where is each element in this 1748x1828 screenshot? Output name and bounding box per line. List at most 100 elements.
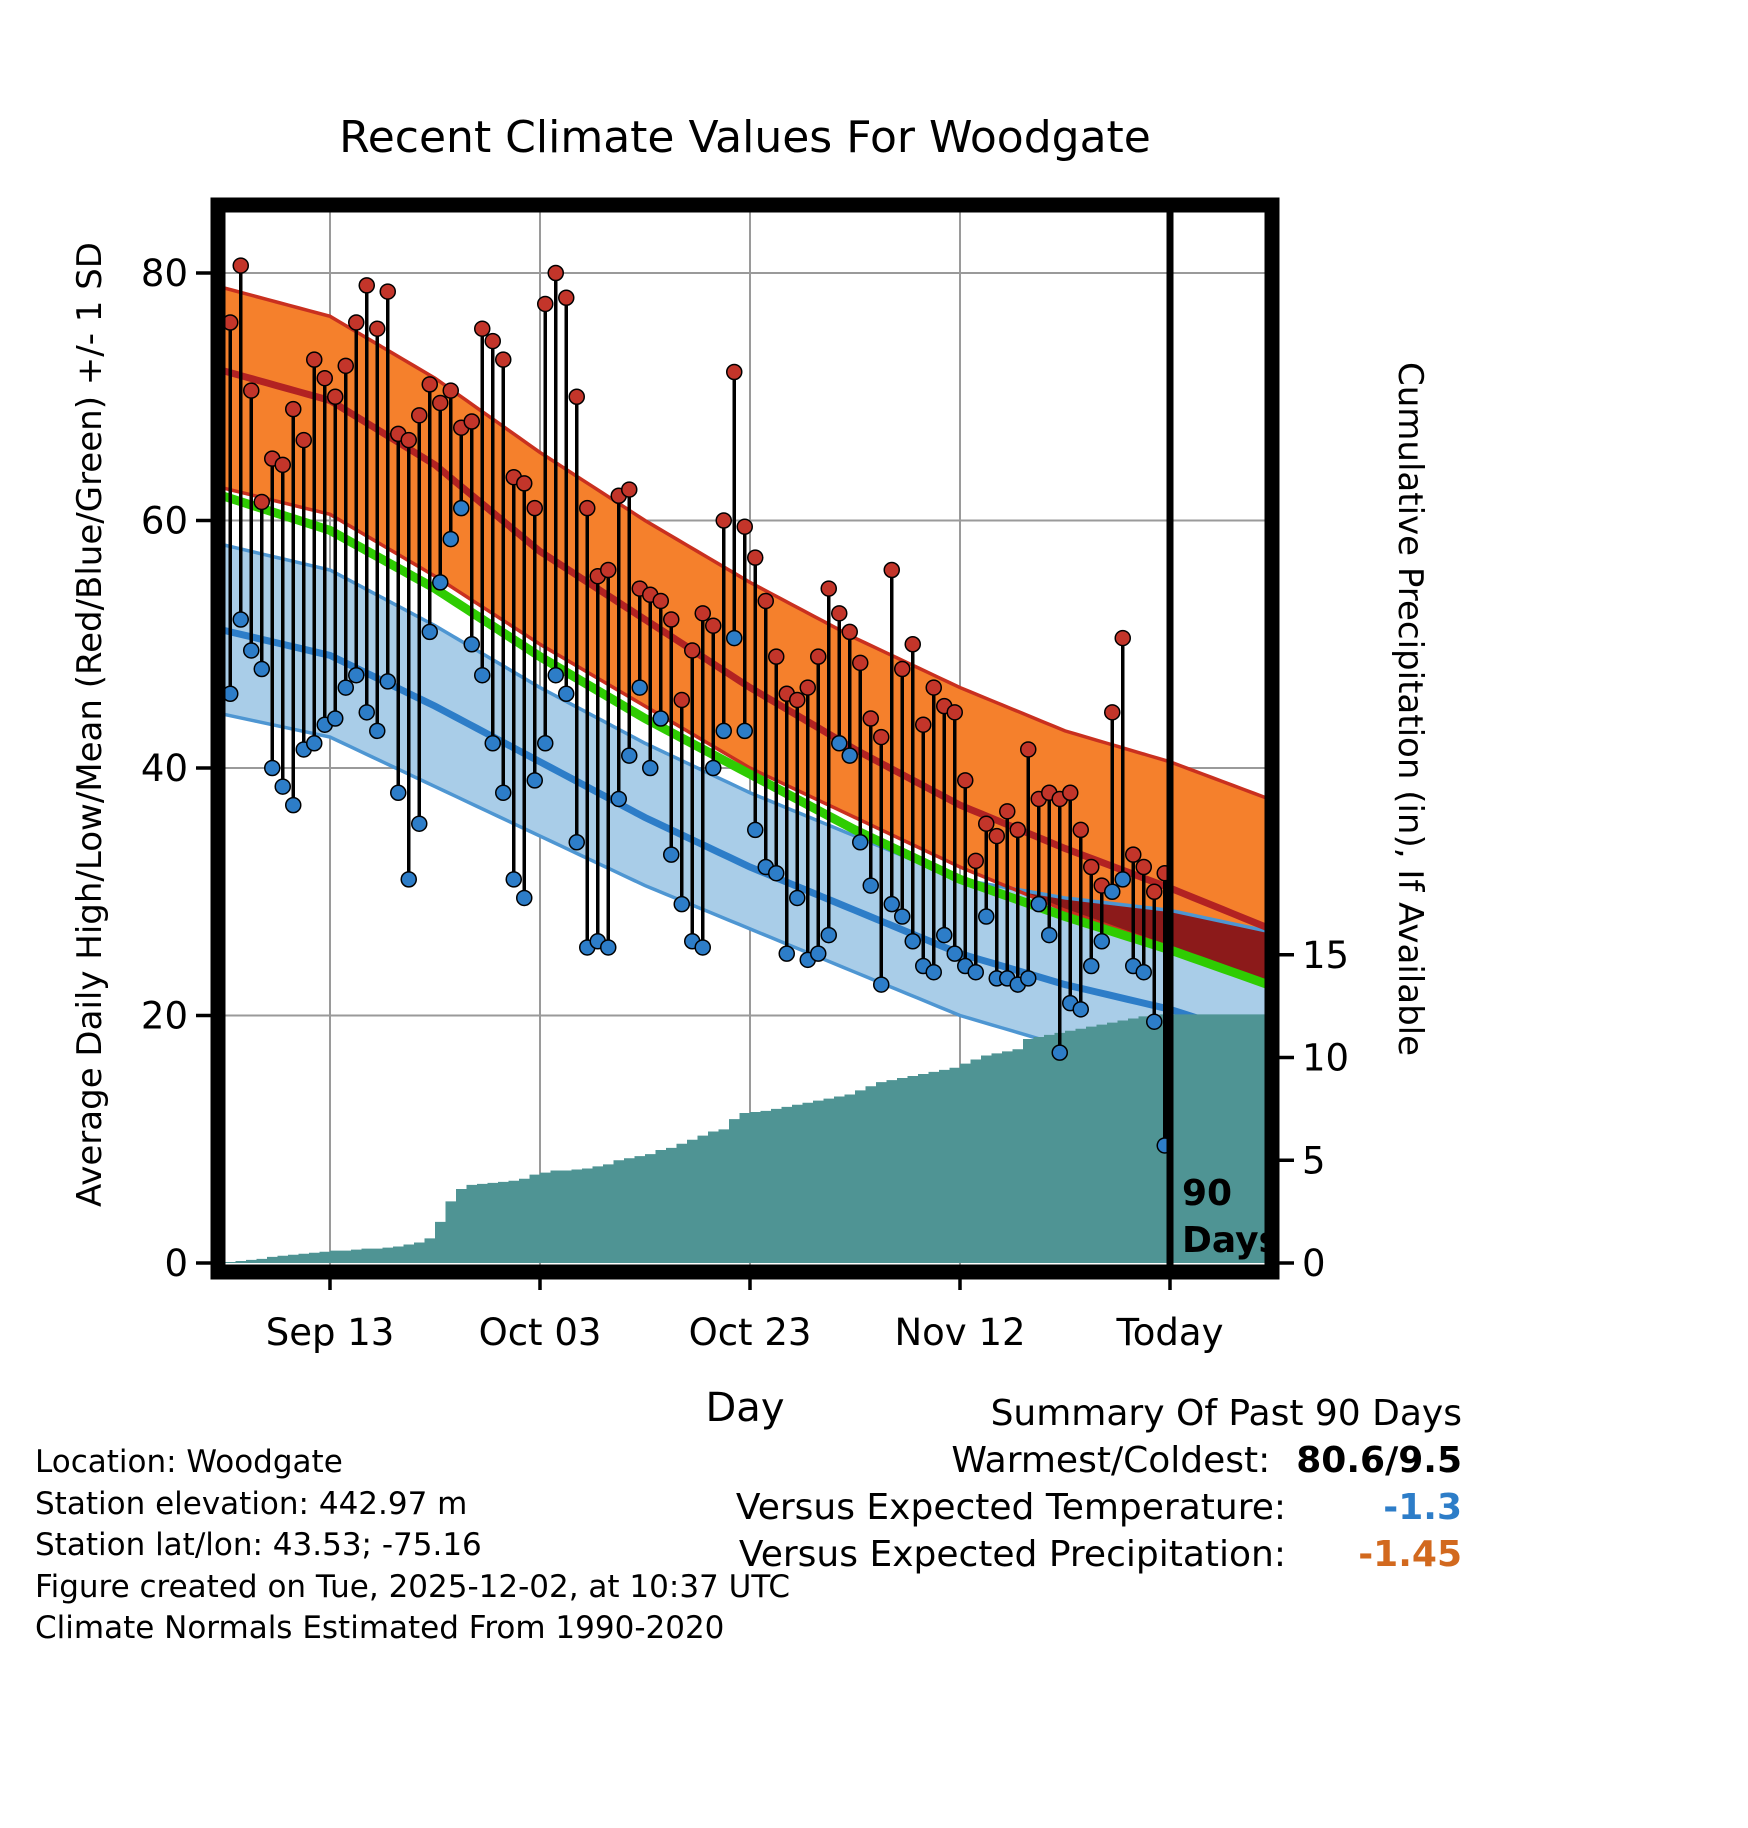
station-info: Location: Woodgate Station elevation: 44…	[35, 1442, 790, 1650]
daily-high-dot	[715, 512, 732, 529]
daily-high-dot	[243, 382, 260, 399]
daily-low-dot	[1146, 1013, 1163, 1030]
daily-low-dot	[484, 735, 501, 752]
daily-high-dot	[978, 815, 995, 832]
daily-high-dot	[831, 605, 848, 622]
daily-low-dot	[369, 722, 386, 740]
daily-high-dot	[306, 351, 323, 368]
daily-high-dot	[358, 277, 375, 294]
daily-low-dot	[642, 759, 659, 777]
daily-high-dot	[663, 611, 680, 628]
daily-high-dot	[925, 679, 942, 696]
daily-low-dot	[1093, 933, 1110, 950]
daily-low-dot	[747, 821, 764, 839]
summary-value: -1.3	[1383, 1487, 1462, 1528]
daily-high-dot	[432, 394, 449, 412]
daily-high-dot	[736, 518, 753, 535]
daily-high-dot	[1009, 821, 1026, 839]
daily-low-dot	[264, 759, 281, 777]
daily-high-dot	[411, 407, 428, 424]
summary-label: Versus Expected Temperature:	[735, 1487, 1286, 1528]
daily-high-dot	[274, 456, 291, 474]
daily-low-dot	[1114, 871, 1131, 888]
daily-high-dot	[747, 549, 764, 566]
daily-high-dot	[810, 648, 827, 665]
daily-high-dot	[852, 654, 869, 672]
daily-low-dot	[768, 864, 785, 882]
daily-high-dot	[684, 642, 701, 659]
daily-low-dot	[537, 735, 554, 752]
daily-low-dot	[243, 642, 260, 659]
daily-low-dot	[726, 629, 743, 647]
daily-low-dot	[673, 895, 690, 913]
daily-low-dot	[736, 722, 753, 740]
daily-low-dot	[526, 772, 543, 789]
daily-low-dot	[1083, 957, 1100, 975]
daily-high-dot	[558, 289, 575, 306]
low-band-upper-edge	[218, 541, 1272, 934]
daily-high-dot	[652, 592, 669, 610]
daily-low-dot	[873, 976, 890, 993]
daily-high-dot	[957, 772, 974, 789]
summary-value: 80.6/9.5	[1296, 1440, 1462, 1481]
ninety-days-label-line1: 90	[1182, 1173, 1232, 1214]
daily-high-dot	[915, 716, 932, 733]
daily-high-dot	[442, 382, 459, 399]
left-tick-label: 20	[141, 995, 188, 1038]
daily-low-dot	[600, 939, 617, 956]
daily-low-dot	[285, 796, 302, 814]
daily-high-dot	[789, 691, 806, 709]
daily-low-dot	[862, 877, 879, 894]
daily-high-dot	[568, 388, 585, 405]
daily-high-dot	[526, 499, 543, 517]
daily-high-dot	[694, 605, 711, 622]
summary-label: Warmest/Coldest:	[951, 1440, 1271, 1481]
cumulative-precip-area	[218, 1014, 1272, 1263]
axis-tick-labels: 0 20 40 60 80 0 5 10 15 Sep 13 Oct 03 Oct 23 Nov 12 T…	[141, 252, 1349, 1354]
daily-high-dot	[516, 475, 533, 492]
daily-low-dot	[1020, 970, 1037, 987]
x-tick-label: Oct 23	[689, 1311, 812, 1354]
daily-high-dot	[421, 376, 438, 393]
daily-high-dot	[600, 561, 617, 579]
x-tick-label: Nov 12	[894, 1311, 1025, 1354]
station-latlon: Station lat/lon: 43.53; -75.16	[35, 1527, 482, 1563]
summary-panel: Summary Of Past 90 Days Warmest/Coldest:…	[736, 1390, 1462, 1578]
daily-low-dot	[568, 834, 585, 851]
daily-high-dot	[484, 332, 501, 350]
daily-high-dot	[967, 852, 984, 870]
daily-high-dot	[474, 320, 491, 337]
high-band-upper-edge	[218, 284, 1272, 802]
right-tick-label: 5	[1302, 1139, 1326, 1182]
daily-low-dot	[946, 945, 963, 962]
daily-low-dot	[1072, 1001, 1089, 1018]
daily-low-dot	[432, 574, 449, 591]
daily-high-dot	[1125, 846, 1142, 863]
daily-high-dot	[579, 499, 596, 517]
daily-low-dot	[274, 778, 291, 795]
daily-low-dot	[967, 963, 984, 981]
daily-low-dot	[495, 784, 512, 801]
daily-low-dot	[337, 679, 354, 696]
ninety-days-label-line2: Days	[1182, 1220, 1280, 1261]
left-tick-label: 40	[141, 747, 188, 790]
daily-low-dot	[831, 735, 848, 752]
chart-title: Recent Climate Values For Woodgate	[339, 112, 1151, 163]
daily-low-dot	[411, 815, 428, 832]
right-tick-label: 0	[1302, 1242, 1326, 1285]
daily-high-dot	[1062, 784, 1079, 801]
daily-low-dot	[820, 926, 837, 944]
right-tick-label: 10	[1302, 1037, 1349, 1080]
daily-high-dot	[873, 728, 890, 746]
daily-high-dot	[1104, 704, 1121, 721]
daily-low-dot	[663, 846, 680, 863]
daily-high-dot	[904, 636, 921, 653]
daily-low-dot	[621, 747, 638, 764]
daily-low-dot	[1051, 1044, 1068, 1061]
daily-low-dot	[789, 889, 806, 907]
right-tick-label: 15	[1302, 934, 1349, 977]
daily-high-dot	[1072, 821, 1089, 839]
daily-low-dot	[358, 704, 375, 721]
daily-low-dot	[852, 834, 869, 851]
daily-high-dot	[894, 660, 911, 678]
